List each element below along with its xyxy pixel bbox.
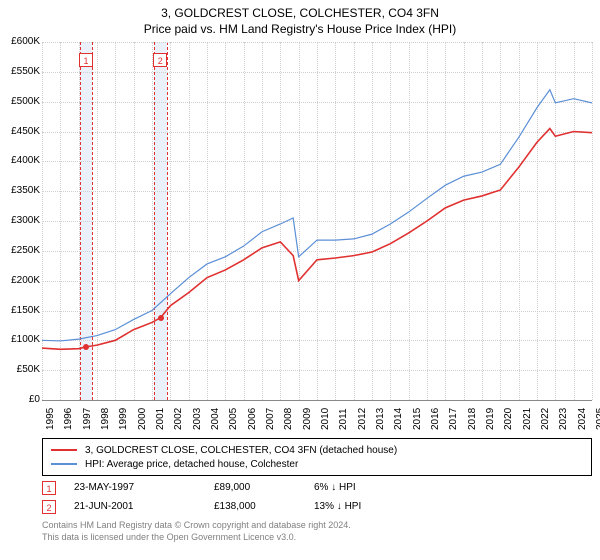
- transaction-date: 21-JUN-2001: [74, 501, 214, 512]
- footer-attribution: Contains HM Land Registry data © Crown c…: [42, 520, 351, 543]
- x-axis-label: 2013: [375, 408, 386, 430]
- x-axis-label: 1998: [100, 408, 111, 430]
- transaction-date: 23-MAY-1997: [74, 482, 214, 493]
- x-axis-label: 2022: [540, 408, 551, 430]
- x-axis-label: 2010: [320, 408, 331, 430]
- transaction-delta: 6% ↓ HPI: [314, 482, 404, 493]
- x-axis-label: 2012: [357, 408, 368, 430]
- x-axis-label: 2024: [577, 408, 588, 430]
- x-axis-label: 2021: [522, 408, 533, 430]
- x-axis-label: 2015: [412, 408, 423, 430]
- y-axis-label: £300K: [0, 215, 40, 226]
- chart-marker: 2: [153, 53, 167, 67]
- x-axis-label: 2001: [155, 408, 166, 430]
- x-axis-label: 1996: [63, 408, 74, 430]
- x-axis-label: 1995: [45, 408, 56, 430]
- y-axis-label: £550K: [0, 66, 40, 77]
- table-row: 1 23-MAY-1997 £89,000 6% ↓ HPI: [42, 478, 404, 497]
- x-axis-label: 2019: [485, 408, 496, 430]
- x-axis-label: 2002: [173, 408, 184, 430]
- legend: 3, GOLDCREST CLOSE, COLCHESTER, CO4 3FN …: [42, 438, 592, 476]
- down-arrow-icon: ↓: [337, 501, 342, 512]
- x-axis-label: 2007: [265, 408, 276, 430]
- x-axis-label: 2006: [247, 408, 258, 430]
- y-axis-label: £400K: [0, 155, 40, 166]
- x-axis-label: 2003: [192, 408, 203, 430]
- sale-point: [83, 344, 89, 350]
- chart-subtitle: Price paid vs. HM Land Registry's House …: [0, 20, 600, 36]
- y-axis-label: £250K: [0, 245, 40, 256]
- y-axis-label: £350K: [0, 185, 40, 196]
- x-axis-label: 2005: [228, 408, 239, 430]
- x-axis-label: 2017: [448, 408, 459, 430]
- x-axis-label: 2018: [467, 408, 478, 430]
- transaction-price: £138,000: [214, 501, 314, 512]
- y-axis-label: £50K: [0, 364, 40, 375]
- x-axis-label: 1997: [82, 408, 93, 430]
- x-axis-label: 2011: [338, 408, 349, 430]
- down-arrow-icon: ↓: [331, 482, 336, 493]
- y-axis-label: £450K: [0, 126, 40, 137]
- transaction-marker: 2: [42, 500, 56, 514]
- y-axis-label: £600K: [0, 36, 40, 47]
- x-axis-label: 2004: [210, 408, 221, 430]
- y-axis-label: £150K: [0, 305, 40, 316]
- chart-title: 3, GOLDCREST CLOSE, COLCHESTER, CO4 3FN: [0, 0, 600, 20]
- x-axis-label: 2025: [595, 408, 600, 430]
- x-axis-label: 2009: [302, 408, 313, 430]
- legend-label: 3, GOLDCREST CLOSE, COLCHESTER, CO4 3FN …: [85, 445, 397, 456]
- legend-item: 3, GOLDCREST CLOSE, COLCHESTER, CO4 3FN …: [51, 443, 583, 457]
- sale-point: [158, 315, 164, 321]
- transaction-price: £89,000: [214, 482, 314, 493]
- x-axis-label: 2008: [283, 408, 294, 430]
- transaction-marker: 1: [42, 481, 56, 495]
- chart-container: { "title": "3, GOLDCREST CLOSE, COLCHEST…: [0, 0, 600, 560]
- x-axis-label: 2000: [137, 408, 148, 430]
- line-series: [42, 42, 592, 400]
- y-axis-label: £100K: [0, 334, 40, 345]
- x-axis-label: 2020: [503, 408, 514, 430]
- legend-label: HPI: Average price, detached house, Colc…: [85, 459, 298, 470]
- table-row: 2 21-JUN-2001 £138,000 13% ↓ HPI: [42, 497, 404, 516]
- transactions-table: 1 23-MAY-1997 £89,000 6% ↓ HPI 2 21-JUN-…: [42, 478, 404, 516]
- legend-item: HPI: Average price, detached house, Colc…: [51, 457, 583, 471]
- y-axis-label: £500K: [0, 96, 40, 107]
- y-axis-label: £200K: [0, 275, 40, 286]
- x-axis-label: 2023: [558, 408, 569, 430]
- x-axis-label: 2014: [393, 408, 404, 430]
- x-axis-label: 2016: [430, 408, 441, 430]
- chart-marker: 1: [79, 53, 93, 67]
- x-axis-label: 1999: [118, 408, 129, 430]
- plot-area: 12: [42, 42, 592, 400]
- transaction-delta: 13% ↓ HPI: [314, 501, 404, 512]
- y-axis-label: £0: [0, 394, 40, 405]
